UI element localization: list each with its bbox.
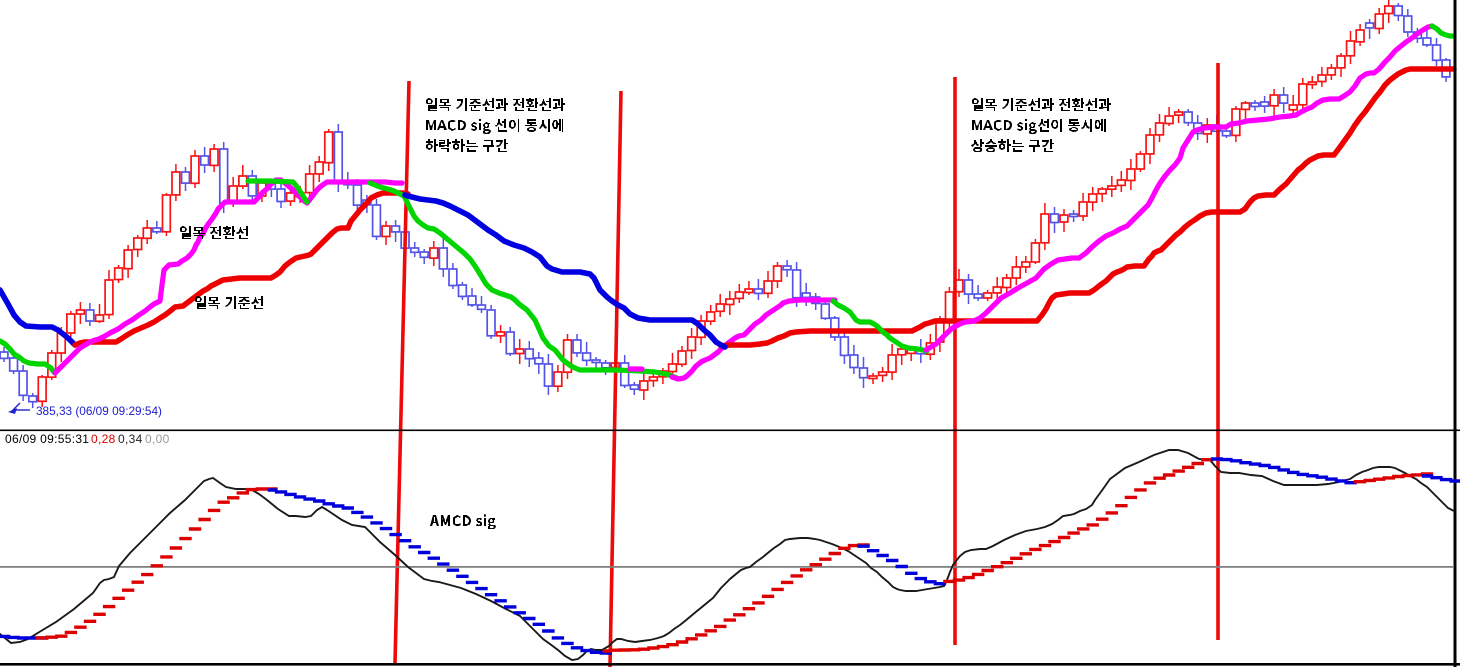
svg-text:0,34: 0,34 [118,432,143,446]
svg-text:06/09 09:55:31: 06/09 09:55:31 [5,432,89,446]
svg-text:0,00: 0,00 [145,432,170,446]
svg-text:385,33 (06/09 09:29:54): 385,33 (06/09 09:29:54) [36,404,162,418]
svg-text:0,28: 0,28 [91,432,116,446]
